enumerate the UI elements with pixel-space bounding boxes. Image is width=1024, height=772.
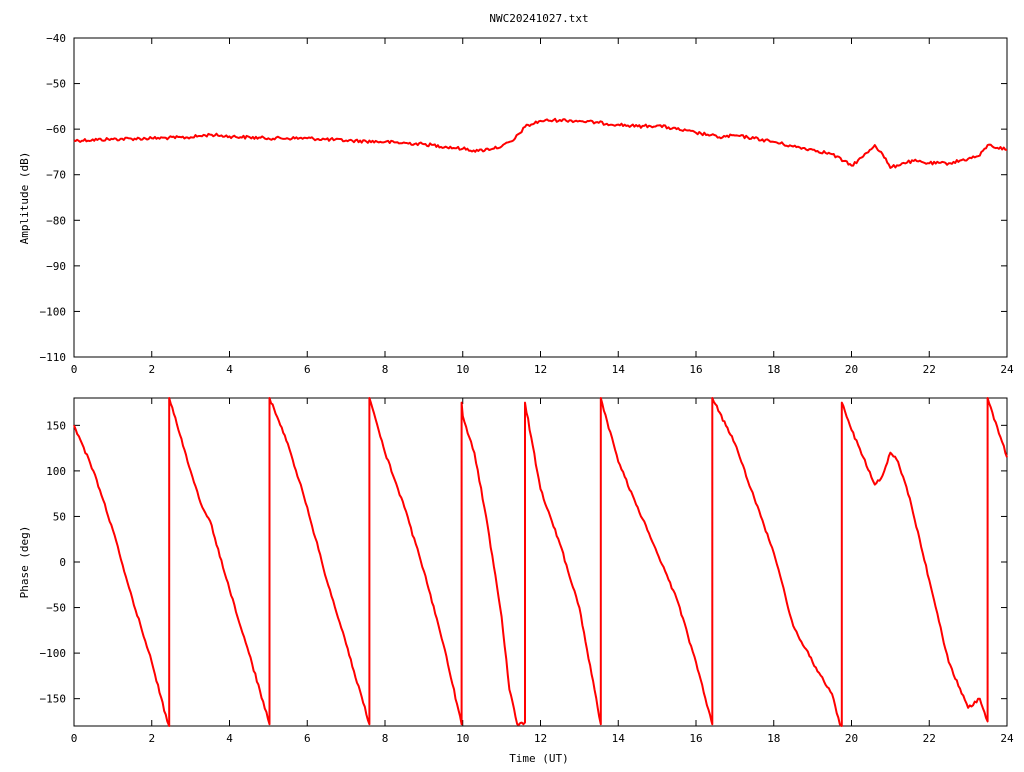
phase-x-tick-label: 6 (304, 732, 311, 745)
phase-x-tick-label: 20 (845, 732, 858, 745)
amplitude-x-tick-label: 8 (382, 363, 389, 376)
phase-y-tick-label: −100 (40, 647, 67, 660)
amplitude-y-tick-label: −100 (40, 305, 67, 318)
phase-x-tick-label: 22 (923, 732, 936, 745)
amplitude-x-tick-label: 4 (226, 363, 233, 376)
amplitude-x-tick-label: 10 (456, 363, 469, 376)
amplitude-y-tick-label: −110 (40, 351, 67, 364)
phase-x-tick-label: 14 (612, 732, 626, 745)
amplitude-x-tick-label: 22 (923, 363, 936, 376)
phase-y-tick-label: 50 (53, 510, 66, 523)
amplitude-x-tick-label: 14 (612, 363, 626, 376)
phase-y-tick-label: 0 (59, 556, 66, 569)
amplitude-y-axis-label: Amplitude (dB) (18, 152, 31, 245)
phase-x-tick-label: 2 (148, 732, 155, 745)
amplitude-plot-frame (73, 37, 1008, 358)
phase-x-tick-label: 8 (382, 732, 389, 745)
phase-x-tick-label: 12 (534, 732, 547, 745)
phase-plot-frame (73, 397, 1008, 727)
phase-y-tick-label: −50 (46, 602, 66, 615)
amplitude-x-tick-label: 12 (534, 363, 547, 376)
amplitude-x-tick-label: 24 (1000, 363, 1014, 376)
phase-series-line (73, 397, 1008, 727)
amplitude-x-tick-label: 0 (71, 363, 78, 376)
phase-y-tick-label: 150 (46, 419, 66, 432)
amplitude-y-tick-label: −50 (46, 78, 66, 91)
amplitude-series-line (73, 117, 1008, 169)
phase-y-tick-label: 100 (46, 465, 66, 478)
amplitude-y-tick-label: −90 (46, 260, 66, 273)
time-x-axis-label: Time (UT) (509, 752, 569, 765)
phase-x-tick-label: 16 (689, 732, 702, 745)
phase-x-tick-label: 0 (71, 732, 78, 745)
phase-panel: Phase (deg) Time (UT) 0 2 4 6 8 10 12 14 16 18 20 2… (18, 397, 1014, 765)
amplitude-panel: Amplitude (dB) 0 2 4 6 8 10 12 14 16 18 20 22 24−40−… (18, 32, 1014, 376)
amplitude-y-tick-label: −40 (46, 32, 66, 45)
phase-x-tick-label: 24 (1000, 732, 1014, 745)
phase-x-tick-label: 18 (767, 732, 780, 745)
amplitude-x-tick-label: 20 (845, 363, 858, 376)
phase-x-tick-label: 4 (226, 732, 233, 745)
amplitude-x-tick-label: 2 (148, 363, 155, 376)
amplitude-x-tick-label: 6 (304, 363, 311, 376)
amplitude-y-tick-label: −70 (46, 169, 66, 182)
phase-y-tick-label: −150 (40, 693, 67, 706)
phase-y-axis-label: Phase (deg) (18, 526, 31, 599)
amplitude-y-tick-label: −60 (46, 123, 66, 136)
phase-x-tick-label: 10 (456, 732, 469, 745)
amplitude-x-tick-label: 16 (689, 363, 702, 376)
chart-title: NWC20241027.txt (489, 12, 588, 25)
amplitude-y-tick-label: −80 (46, 214, 66, 227)
amplitude-x-tick-label: 18 (767, 363, 780, 376)
